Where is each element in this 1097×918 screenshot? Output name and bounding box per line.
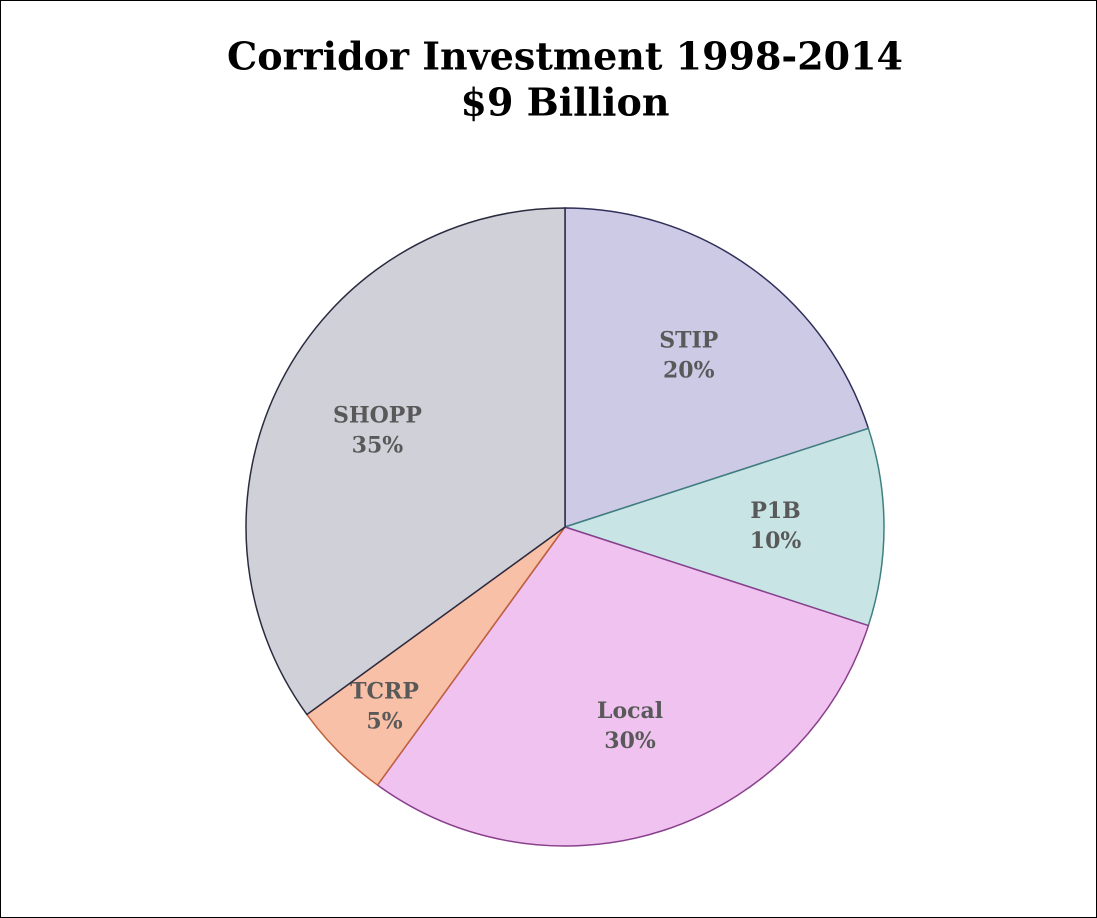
slice-value-label: 35% — [352, 432, 404, 458]
slice-name: TCRP — [350, 678, 419, 704]
pie-slice — [376, 526, 870, 847]
slice-value-label: 10% — [750, 528, 802, 554]
pie-slice — [245, 207, 566, 716]
slice-value-label: 5% — [366, 708, 402, 734]
slice-name: STIP — [659, 328, 718, 354]
chart-title: Corridor Investment 1998-2014 — [227, 34, 903, 79]
pie-slice — [564, 207, 870, 529]
slice-name: SHOPP — [333, 402, 422, 428]
chart-subtitle: $9 Billion — [461, 80, 670, 125]
slice-value-label: 30% — [604, 728, 656, 754]
pie-slice — [562, 427, 885, 627]
slice-name: Local — [597, 698, 663, 724]
slice-name: P1B — [750, 498, 800, 524]
slice-value-label: 20% — [663, 358, 715, 384]
